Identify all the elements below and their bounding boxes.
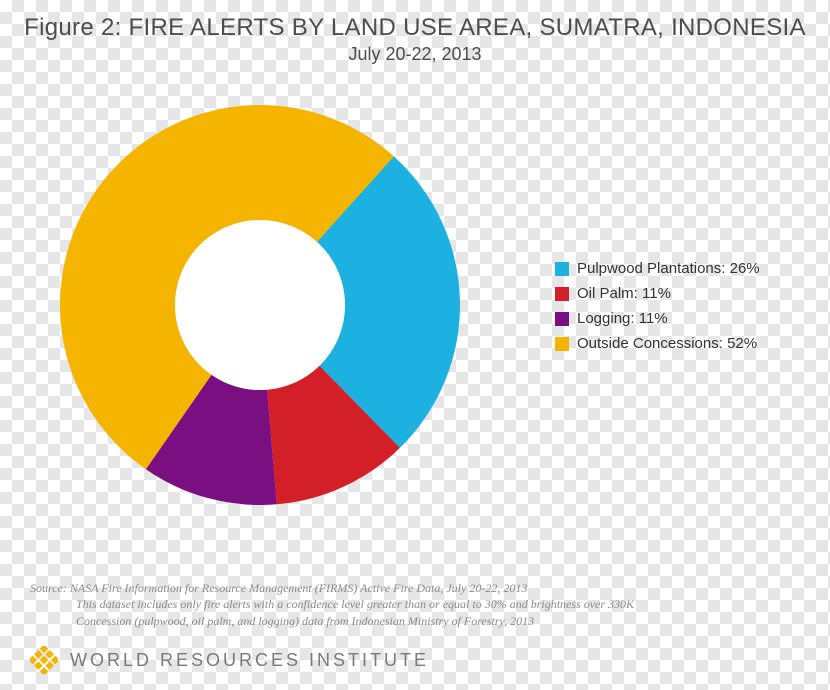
legend-swatch xyxy=(555,312,569,326)
source-footer: Source: NASA Fire Information for Resour… xyxy=(30,580,634,630)
legend-swatch xyxy=(555,287,569,301)
legend-item: Outside Concessions: 52% xyxy=(555,335,760,352)
brand: WORLD RESOURCES INSTITUTE xyxy=(30,646,429,674)
legend-label: Outside Concessions: 52% xyxy=(577,335,757,352)
legend-swatch xyxy=(555,337,569,351)
wri-logo-icon xyxy=(30,646,58,674)
legend-item: Pulpwood Plantations: 26% xyxy=(555,260,760,277)
legend: Pulpwood Plantations: 26% Oil Palm: 11% Lo… xyxy=(555,260,760,360)
legend-item: Oil Palm: 11% xyxy=(555,285,760,302)
donut-svg xyxy=(60,105,460,505)
figure-subtitle: July 20-22, 2013 xyxy=(0,44,830,65)
legend-label: Logging: 11% xyxy=(577,310,668,327)
donut-hole xyxy=(175,220,345,390)
figure-card: Figure 2: FIRE ALERTS BY LAND USE AREA, … xyxy=(0,0,830,690)
donut-chart xyxy=(60,105,460,505)
legend-label: Oil Palm: 11% xyxy=(577,285,671,302)
source-line-1: NASA Fire Information for Resource Manag… xyxy=(70,581,527,595)
brand-name: WORLD RESOURCES INSTITUTE xyxy=(70,650,429,671)
figure-inner: Figure 2: FIRE ALERTS BY LAND USE AREA, … xyxy=(0,0,830,690)
source-line-3: Concession (pulpwood, oil palm, and logg… xyxy=(30,613,634,630)
figure-title: Figure 2: FIRE ALERTS BY LAND USE AREA, … xyxy=(0,0,830,42)
legend-item: Logging: 11% xyxy=(555,310,760,327)
source-label: Source: xyxy=(30,581,67,595)
source-line-2: This dataset includes only fire alerts w… xyxy=(30,596,634,613)
legend-swatch xyxy=(555,262,569,276)
legend-label: Pulpwood Plantations: 26% xyxy=(577,260,760,277)
